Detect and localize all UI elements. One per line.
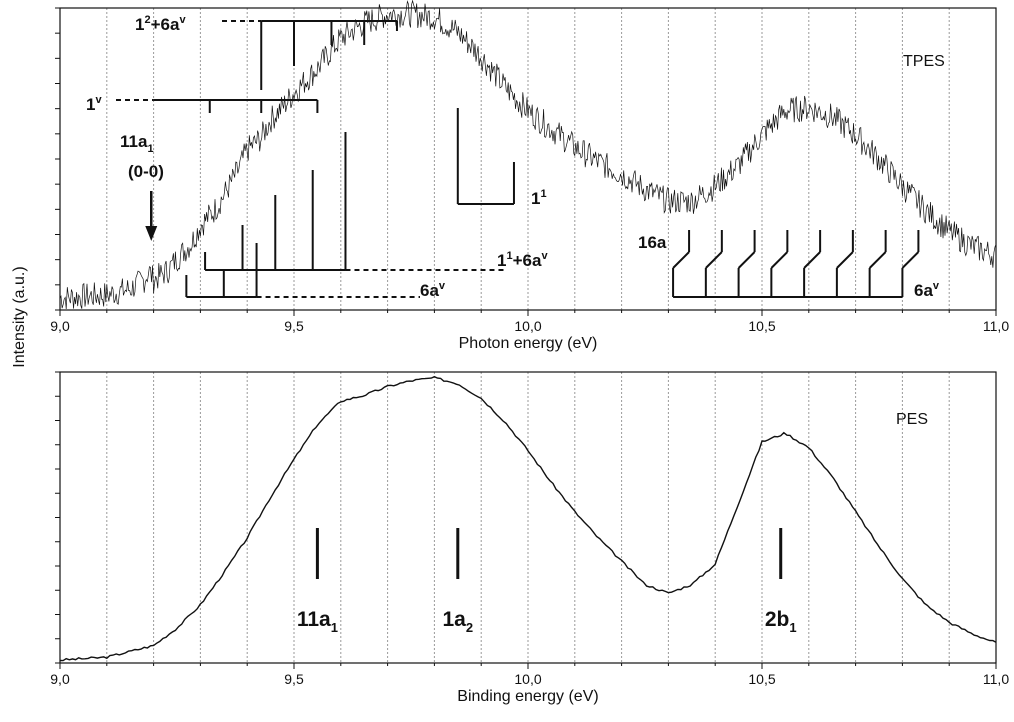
- comb-16a-6a-diag: [901, 251, 920, 269]
- label-11: 11: [531, 188, 547, 208]
- pes-label-2b1: 2b1: [765, 608, 797, 635]
- tpes-panel-label: TPES: [903, 53, 945, 70]
- comb-16a-6a-diag: [836, 251, 854, 269]
- pes-x-tick-label: 10,0: [514, 671, 541, 687]
- pes-label-1a2: 1a2: [443, 608, 474, 635]
- tpes-x-tick-label: 9,0: [50, 318, 70, 334]
- comb-16a-6a-diag: [737, 251, 756, 269]
- comb-16a-6a-diag: [705, 251, 723, 269]
- label-0-0: (0-0): [128, 162, 164, 181]
- comb-16a-6a-diag: [868, 251, 887, 269]
- pes-x-tick-label: 11,0: [983, 671, 1009, 687]
- pes-spectrum-line: [59, 375, 997, 662]
- label-6a-right: 6av: [914, 280, 940, 300]
- label-11-6a: 11+6av: [497, 250, 548, 270]
- pes-panel-label: PES: [896, 411, 928, 428]
- pes-x-tick-label: 10,5: [748, 671, 775, 687]
- label-11a1-origin: 11a1: [120, 132, 154, 155]
- pes-panel: 9,0 9,5 10,0 10,5 11,0 Binding energy (eV) PES…: [50, 371, 1009, 705]
- comb-16a-6a-diag: [803, 251, 821, 269]
- label-1v: 1v: [86, 94, 102, 114]
- pes-x-axis-label: Binding energy (eV): [457, 688, 598, 705]
- label-6a: 6av: [420, 280, 446, 300]
- tpes-x-tick-label: 9,5: [284, 318, 304, 334]
- label-16a: 16a: [638, 233, 667, 252]
- pes-label-11a1: 11a1: [297, 608, 338, 635]
- tpes-x-tick-label: 10,5: [748, 318, 775, 334]
- tpes-x-tick-label: 10,0: [514, 318, 541, 334]
- label-1sq-6a: 12+6av: [135, 14, 186, 34]
- pes-x-tick-label: 9,0: [50, 671, 70, 687]
- comb-16a-6a-diag: [770, 251, 789, 269]
- y-axis-label: Intensity (a.u.): [11, 266, 28, 367]
- pes-x-tick-label: 9,5: [284, 671, 304, 687]
- tpes-x-axis-label: Photon energy (eV): [459, 335, 598, 352]
- tpes-panel: 9,0 9,5 10,0 10,5 11,0 Photon energy (eV) TPES…: [50, 0, 1009, 352]
- tpes-spectrum-line: [59, 0, 997, 310]
- comb-16a-6a-diag: [672, 251, 690, 269]
- origin-arrowhead: [145, 226, 158, 241]
- tpes-x-tick-label: 11,0: [983, 318, 1009, 334]
